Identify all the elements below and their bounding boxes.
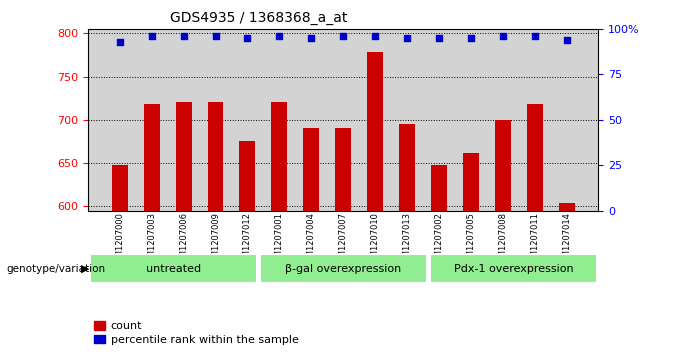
Point xyxy=(562,37,573,43)
Bar xyxy=(271,102,288,211)
Text: β-gal overexpression: β-gal overexpression xyxy=(286,264,401,274)
Bar xyxy=(239,142,256,211)
Point xyxy=(306,35,317,41)
Point xyxy=(402,35,413,41)
Bar xyxy=(260,254,427,283)
Point xyxy=(210,33,221,39)
Bar xyxy=(112,165,128,211)
Bar xyxy=(335,129,352,211)
Bar xyxy=(207,102,224,211)
Bar xyxy=(559,203,575,211)
Text: Pdx-1 overexpression: Pdx-1 overexpression xyxy=(454,264,573,274)
Bar xyxy=(431,165,447,211)
Point xyxy=(274,33,285,39)
Point xyxy=(370,33,381,39)
Point xyxy=(178,33,189,39)
Point xyxy=(242,35,253,41)
Bar xyxy=(495,120,511,211)
Point xyxy=(466,35,477,41)
Text: GDS4935 / 1368368_a_at: GDS4935 / 1368368_a_at xyxy=(170,11,347,25)
Bar xyxy=(303,129,320,211)
Point xyxy=(146,33,157,39)
Legend: count, percentile rank within the sample: count, percentile rank within the sample xyxy=(94,321,299,345)
Text: genotype/variation: genotype/variation xyxy=(7,264,106,274)
Bar xyxy=(463,152,479,211)
Bar xyxy=(175,102,192,211)
Bar xyxy=(399,124,415,211)
Point xyxy=(338,33,349,39)
Bar xyxy=(430,254,597,283)
Bar xyxy=(90,254,257,283)
Point xyxy=(530,33,541,39)
Point xyxy=(498,33,509,39)
Bar xyxy=(527,104,543,211)
Text: ▶: ▶ xyxy=(81,264,89,274)
Text: untreated: untreated xyxy=(146,264,201,274)
Point xyxy=(114,39,125,45)
Bar xyxy=(367,52,384,211)
Bar xyxy=(143,104,160,211)
Point xyxy=(434,35,445,41)
